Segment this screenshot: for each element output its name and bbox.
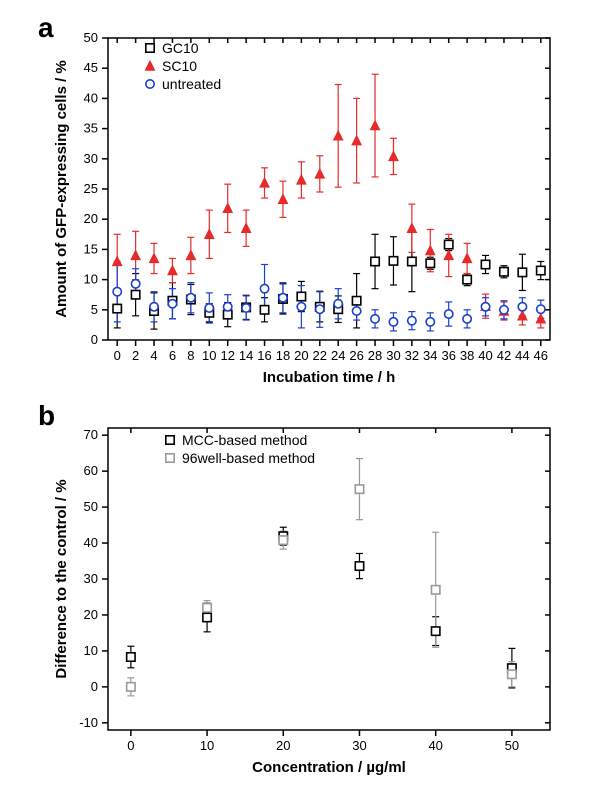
svg-text:25: 25 xyxy=(84,181,98,196)
svg-text:10: 10 xyxy=(202,348,216,363)
svg-text:42: 42 xyxy=(497,348,511,363)
svg-text:2: 2 xyxy=(132,348,139,363)
svg-text:5: 5 xyxy=(91,302,98,317)
svg-text:30: 30 xyxy=(386,348,400,363)
svg-text:22: 22 xyxy=(313,348,327,363)
svg-text:Amount of GFP-expressing cells: Amount of GFP-expressing cells / % xyxy=(53,60,70,318)
svg-text:46: 46 xyxy=(534,348,548,363)
svg-text:50: 50 xyxy=(84,30,98,45)
svg-text:40: 40 xyxy=(478,348,492,363)
svg-text:16: 16 xyxy=(257,348,271,363)
svg-text:34: 34 xyxy=(423,348,437,363)
svg-text:20: 20 xyxy=(294,348,308,363)
svg-text:10: 10 xyxy=(200,738,214,753)
svg-text:MCC-based method: MCC-based method xyxy=(182,432,307,448)
svg-text:0: 0 xyxy=(127,738,134,753)
svg-text:30: 30 xyxy=(84,151,98,166)
panel-a: 0246810121416182022242628303234363840424… xyxy=(30,20,570,400)
svg-text:96well-based method: 96well-based method xyxy=(182,450,315,466)
panel-b: 0 10 20 30 40 50 -10 0 10 20 30 40 50 60 70 Concentrati… xyxy=(30,410,570,790)
svg-text:8: 8 xyxy=(187,348,194,363)
svg-text:50: 50 xyxy=(505,738,519,753)
svg-text:50: 50 xyxy=(84,499,98,514)
svg-text:0: 0 xyxy=(114,348,121,363)
svg-text:28: 28 xyxy=(368,348,382,363)
svg-text:14: 14 xyxy=(239,348,253,363)
svg-text:20: 20 xyxy=(84,607,98,622)
svg-text:44: 44 xyxy=(515,348,529,363)
svg-text:38: 38 xyxy=(460,348,474,363)
svg-text:40: 40 xyxy=(84,90,98,105)
svg-text:30: 30 xyxy=(84,571,98,586)
svg-text:Incubation time / h: Incubation time / h xyxy=(263,369,396,386)
svg-text:24: 24 xyxy=(331,348,345,363)
svg-text:10: 10 xyxy=(84,643,98,658)
svg-text:45: 45 xyxy=(84,60,98,75)
figure-page: a 02468101214161820222426283032343638404… xyxy=(0,0,600,802)
svg-text:Concentration / µg/ml: Concentration / µg/ml xyxy=(252,759,406,776)
svg-text:4: 4 xyxy=(150,348,157,363)
svg-text:12: 12 xyxy=(220,348,234,363)
svg-text:SC10: SC10 xyxy=(162,58,197,74)
panel-a-svg: 0246810121416182022242628303234363840424… xyxy=(30,20,570,400)
svg-text:26: 26 xyxy=(349,348,363,363)
svg-text:70: 70 xyxy=(84,427,98,442)
svg-text:15: 15 xyxy=(84,241,98,256)
svg-text:60: 60 xyxy=(84,463,98,478)
svg-text:20: 20 xyxy=(276,738,290,753)
svg-text:0: 0 xyxy=(91,679,98,694)
svg-text:36: 36 xyxy=(441,348,455,363)
svg-text:10: 10 xyxy=(84,272,98,287)
svg-text:6: 6 xyxy=(169,348,176,363)
panel-b-svg: 0 10 20 30 40 50 -10 0 10 20 30 40 50 60 70 Concentrati… xyxy=(30,410,570,790)
svg-text:35: 35 xyxy=(84,121,98,136)
svg-text:GC10: GC10 xyxy=(162,40,199,56)
svg-text:30: 30 xyxy=(352,738,366,753)
svg-text:untreated: untreated xyxy=(162,76,221,92)
svg-text:20: 20 xyxy=(84,211,98,226)
svg-text:40: 40 xyxy=(428,738,442,753)
svg-text:Difference to the control / %: Difference to the control / % xyxy=(53,479,70,678)
svg-text:0: 0 xyxy=(91,332,98,347)
svg-text:18: 18 xyxy=(276,348,290,363)
svg-text:-10: -10 xyxy=(79,715,98,730)
svg-text:32: 32 xyxy=(405,348,419,363)
svg-text:40: 40 xyxy=(84,535,98,550)
